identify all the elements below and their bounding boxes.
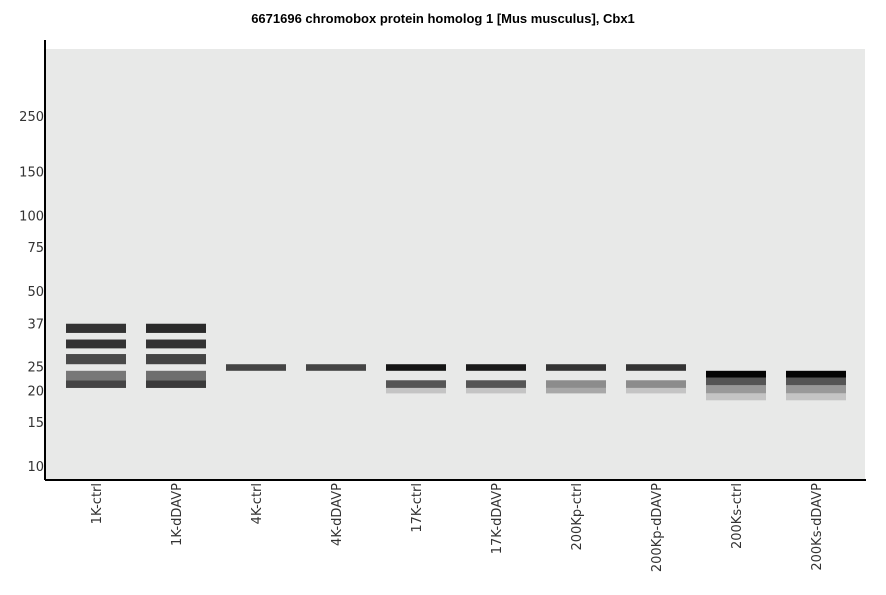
band xyxy=(146,380,206,388)
band xyxy=(386,387,446,394)
lane xyxy=(386,364,446,394)
lane-label: 200Kp-ctrl xyxy=(570,483,585,550)
band xyxy=(786,385,846,394)
band xyxy=(706,385,766,394)
y-ticks: 250 150 100 75 50 37 25 20 15 10 xyxy=(19,110,44,475)
band xyxy=(386,380,446,388)
band xyxy=(466,380,526,388)
band xyxy=(66,339,126,349)
band xyxy=(626,387,686,394)
lane xyxy=(706,370,766,401)
y-tick-label: 150 xyxy=(19,166,44,181)
band xyxy=(546,380,606,388)
band xyxy=(146,323,206,333)
lane-label: 1K-dDAVP xyxy=(170,483,185,546)
band xyxy=(546,364,606,371)
band xyxy=(546,387,606,394)
lane-label: 4K-ctrl xyxy=(250,483,265,524)
y-tick-label: 37 xyxy=(27,318,44,333)
lane xyxy=(626,364,686,394)
lane-label: 200Ks-dDAVP xyxy=(810,483,825,571)
band xyxy=(146,339,206,349)
lane xyxy=(306,364,366,371)
lane xyxy=(466,364,526,394)
bands-layer xyxy=(66,323,846,401)
y-tick-label: 100 xyxy=(19,210,44,225)
y-tick-label: 250 xyxy=(19,110,44,125)
band xyxy=(626,380,686,388)
plot-background xyxy=(46,49,865,480)
y-tick-label: 75 xyxy=(27,241,44,256)
lane-label: 17K-dDAVP xyxy=(490,483,505,554)
band xyxy=(786,393,846,401)
band xyxy=(146,370,206,381)
lane xyxy=(66,323,126,388)
band xyxy=(226,364,286,371)
band xyxy=(706,393,766,401)
chart-title: 6671696 chromobox protein homolog 1 [Mus… xyxy=(251,11,635,26)
lane-label: 200Kp-dDAVP xyxy=(650,483,665,572)
band xyxy=(786,377,846,386)
lane xyxy=(786,370,846,401)
lane-label: 1K-ctrl xyxy=(90,483,105,524)
band xyxy=(706,370,766,378)
y-tick-label: 15 xyxy=(27,416,44,431)
lane xyxy=(146,323,206,388)
band xyxy=(466,364,526,371)
band xyxy=(306,364,366,371)
band xyxy=(66,370,126,381)
band xyxy=(146,354,206,365)
band xyxy=(786,370,846,378)
y-tick-label: 25 xyxy=(27,360,44,375)
y-tick-label: 50 xyxy=(27,285,44,300)
y-tick-label: 20 xyxy=(27,385,44,400)
band xyxy=(466,387,526,394)
band xyxy=(66,380,126,388)
band xyxy=(66,323,126,333)
lane xyxy=(226,364,286,371)
band xyxy=(706,377,766,386)
lane-labels: 1K-ctrl 1K-dDAVP 4K-ctrl 4K-dDAVP 17K-ctrl 17… xyxy=(90,483,825,572)
lane-label: 200Ks-ctrl xyxy=(730,483,745,549)
band xyxy=(386,364,446,371)
y-tick-label: 10 xyxy=(27,460,44,475)
lane xyxy=(546,364,606,394)
band xyxy=(626,364,686,371)
lane-label: 17K-ctrl xyxy=(410,483,425,533)
band xyxy=(66,354,126,365)
lane-label: 4K-dDAVP xyxy=(330,483,345,546)
